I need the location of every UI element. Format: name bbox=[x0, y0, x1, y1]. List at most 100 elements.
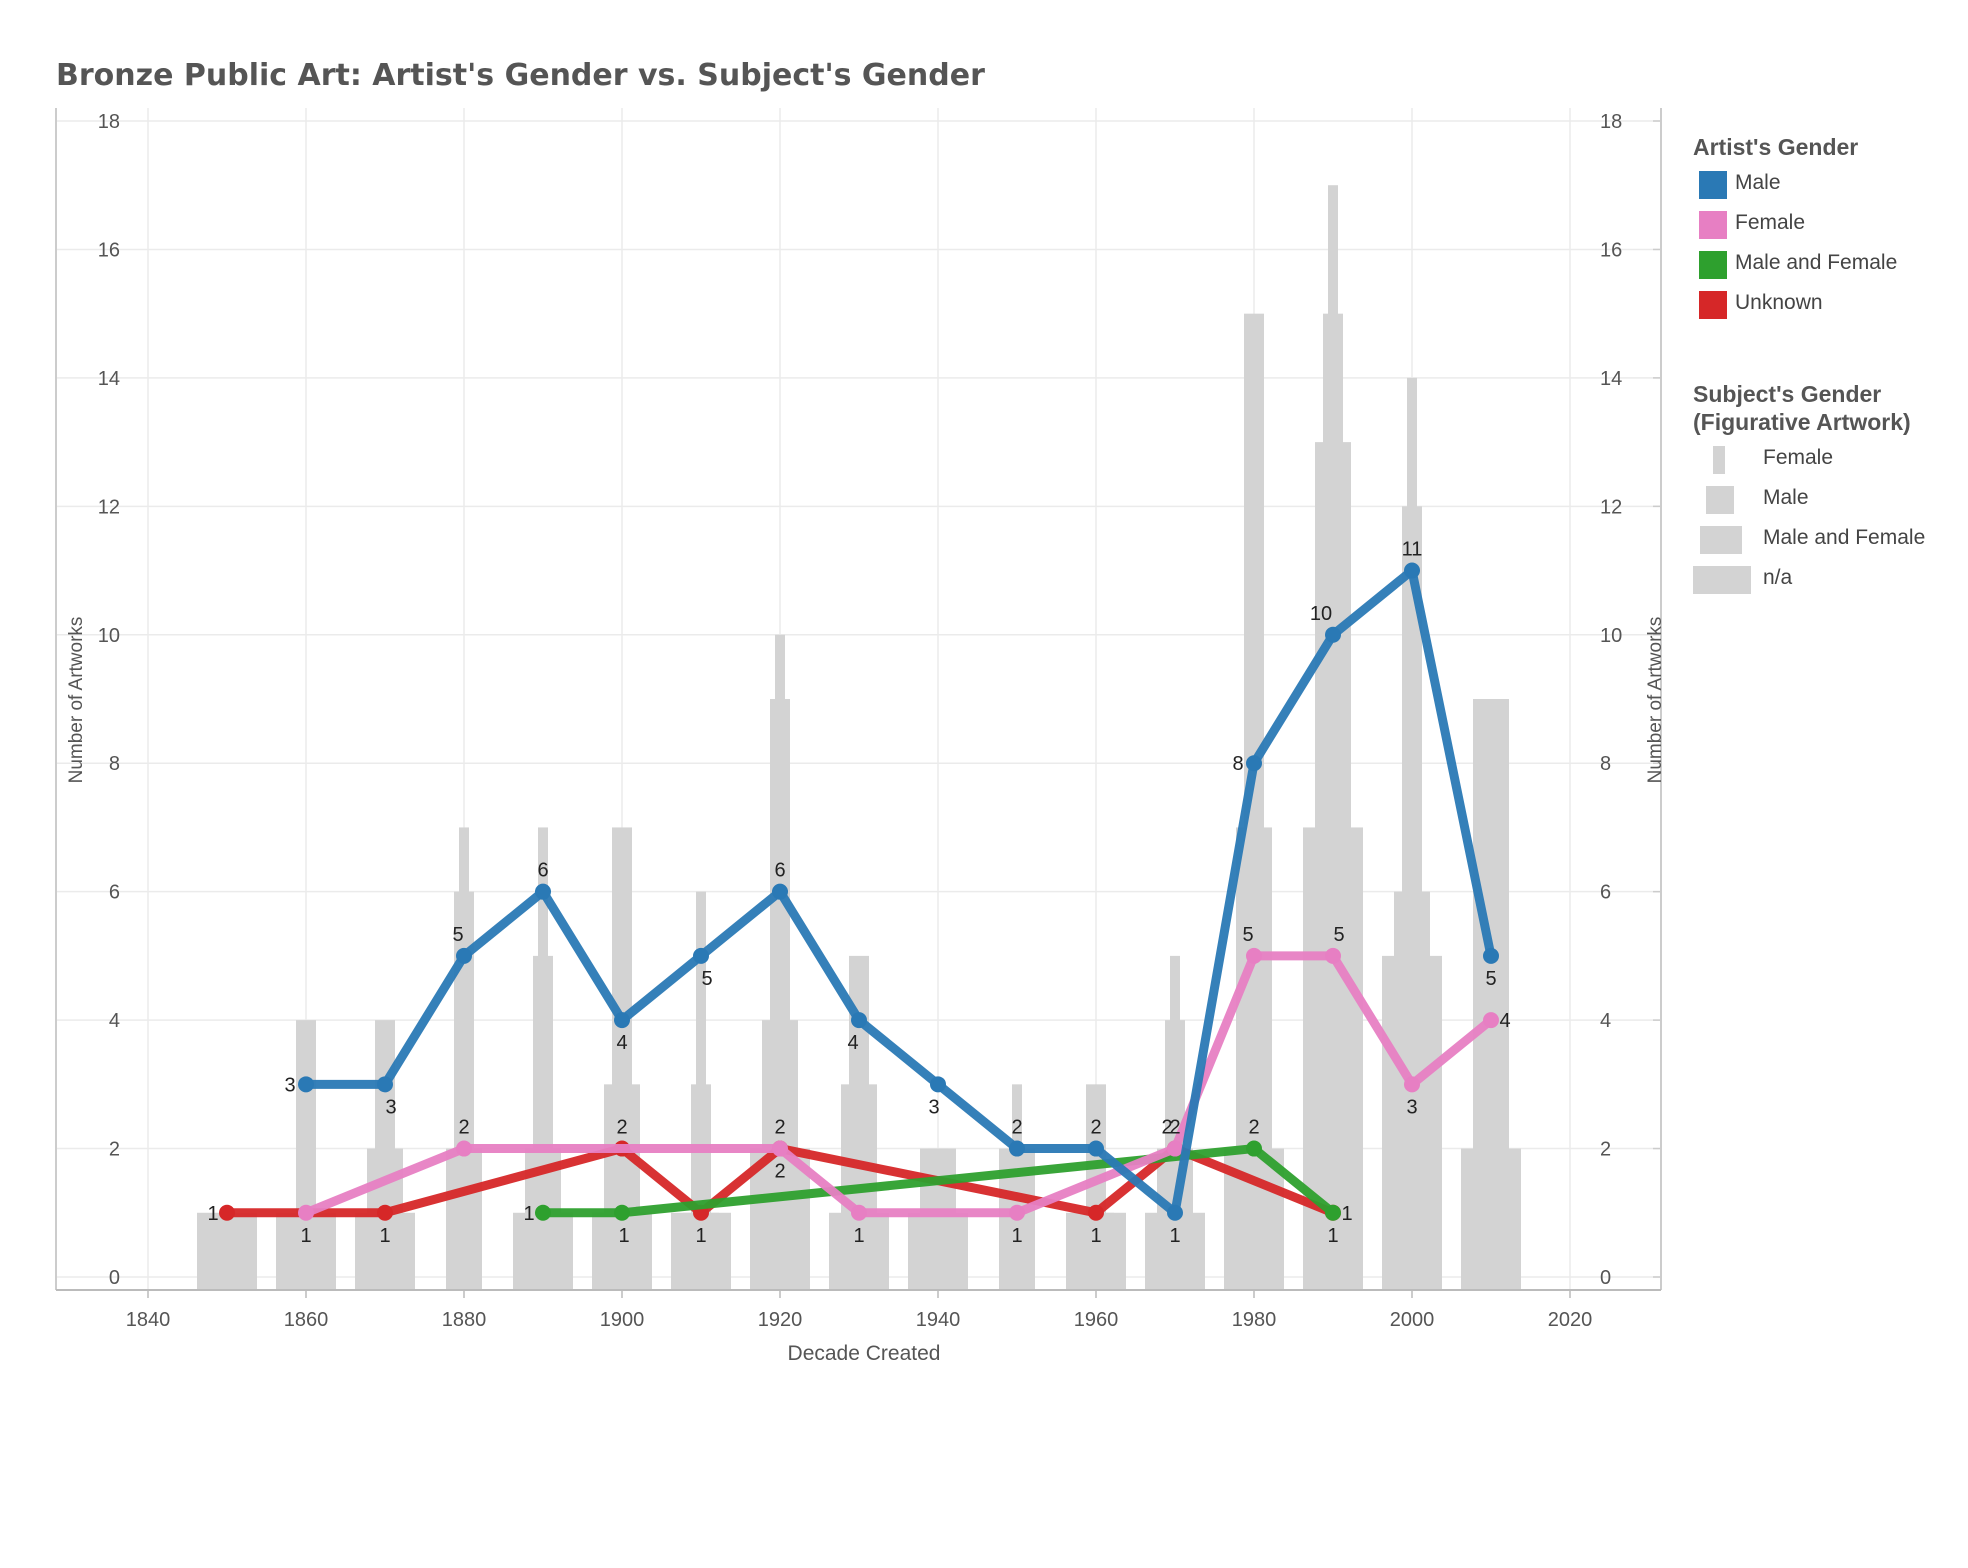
legend-item-subject-male-and-female[interactable]: Male and Female bbox=[1693, 518, 1963, 558]
data-label-unknown: 1 bbox=[1090, 1225, 1101, 1247]
point-male-and-female-1890 bbox=[535, 1204, 551, 1221]
legend-item-male[interactable]: Male bbox=[1693, 163, 1953, 203]
point-male-1870 bbox=[377, 1076, 393, 1093]
artist-gender-legend: Artist's Gender Male Female Male and Fem… bbox=[1693, 133, 1953, 323]
bar-male-1870 bbox=[375, 1020, 395, 1290]
x-tick-label: 1900 bbox=[600, 1309, 645, 1331]
point-female-1860 bbox=[298, 1204, 314, 1221]
data-label-male: 5 bbox=[1485, 968, 1496, 990]
legend-item-subject-na[interactable]: n/a bbox=[1693, 558, 1963, 598]
point-male-1960 bbox=[1088, 1140, 1104, 1157]
bar-male-1940 bbox=[928, 1148, 948, 1290]
point-female-1980 bbox=[1246, 947, 1262, 964]
point-male-2000 bbox=[1404, 562, 1420, 579]
y-tick-label-right: 12 bbox=[1600, 496, 1622, 518]
data-label-female: 5 bbox=[1242, 924, 1253, 946]
y-axis-title-right: Number of Artworks bbox=[1645, 617, 1666, 784]
legend-item-male-and-female[interactable]: Male and Female bbox=[1693, 243, 1953, 283]
bar-female-2000 bbox=[1407, 377, 1417, 1290]
point-male-1910 bbox=[693, 947, 709, 964]
point-male-1860 bbox=[298, 1076, 314, 1093]
subject-legend-title-line2: (Figurative Artwork) bbox=[1693, 409, 1911, 435]
data-label-female: 4 bbox=[1499, 1010, 1510, 1032]
data-label-male: 4 bbox=[616, 1032, 627, 1054]
legend-label: Male bbox=[1735, 171, 1781, 194]
data-label-unknown: 1 bbox=[379, 1225, 390, 1247]
data-label-male: 10 bbox=[1310, 603, 1332, 625]
data-label-female: 1 bbox=[1011, 1225, 1022, 1247]
point-female-2000 bbox=[1404, 1076, 1420, 1093]
data-label-female: 3 bbox=[1406, 1096, 1417, 1118]
y-tick-label-left: 10 bbox=[98, 625, 120, 647]
series-line-male-and-female bbox=[538, 1144, 1338, 1218]
y-tick-label-left: 8 bbox=[109, 753, 120, 775]
legend-item-subject-female[interactable]: Female bbox=[1693, 438, 1963, 478]
data-label-male: 6 bbox=[537, 860, 548, 882]
legend-item-unknown[interactable]: Unknown bbox=[1693, 283, 1953, 323]
bar-female-1970 bbox=[1170, 955, 1180, 1290]
point-male-1990 bbox=[1325, 626, 1341, 643]
bar-female-1910 bbox=[696, 891, 706, 1290]
data-label-male-and-female: 2 bbox=[1248, 1117, 1259, 1139]
point-male-1930 bbox=[851, 1012, 867, 1029]
data-label-unknown: 1 bbox=[695, 1225, 706, 1247]
point-male-1880 bbox=[456, 947, 472, 964]
bar-male-1900 bbox=[612, 827, 632, 1290]
artist-legend-title: Artist's Gender bbox=[1693, 134, 1859, 160]
bar-male-1860 bbox=[296, 1020, 316, 1290]
data-label-male: 6 bbox=[774, 860, 785, 882]
data-label-male: 3 bbox=[928, 1096, 939, 1118]
x-tick-label: 1840 bbox=[126, 1309, 171, 1331]
y-tick-label-left: 4 bbox=[109, 1010, 120, 1032]
point-female-1930 bbox=[851, 1204, 867, 1221]
data-label-unknown: 1 bbox=[1327, 1225, 1338, 1247]
legend-swatch-male bbox=[1699, 171, 1727, 199]
legend-label: Male and Female bbox=[1735, 251, 1898, 274]
data-label-male: 1 bbox=[1169, 1225, 1180, 1247]
legend-swatch-male-and-female bbox=[1699, 251, 1727, 279]
y-tick-label-right: 14 bbox=[1600, 368, 1622, 390]
point-male-2010 bbox=[1483, 947, 1499, 964]
data-label-male: 8 bbox=[1232, 753, 1243, 775]
bar-na-1850 bbox=[197, 1212, 257, 1290]
data-label-female: 2 bbox=[1161, 1117, 1172, 1139]
y-tick-label-right: 4 bbox=[1600, 1010, 1611, 1032]
point-male-1920 bbox=[772, 883, 788, 900]
bar-female-1950 bbox=[1012, 1084, 1022, 1290]
point-male-1890 bbox=[535, 883, 551, 900]
data-label-female: 2 bbox=[458, 1117, 469, 1139]
x-axis-title: Decade Created bbox=[788, 1342, 941, 1365]
x-tick-label: 1940 bbox=[916, 1309, 961, 1331]
subject-gender-legend: Subject's Gender (Figurative Artwork) Fe… bbox=[1693, 380, 1963, 598]
y-tick-label-left: 2 bbox=[109, 1139, 120, 1161]
legend-label: Female bbox=[1735, 211, 1806, 234]
series-line-female bbox=[301, 951, 1496, 1218]
x-tick-label: 1960 bbox=[1074, 1309, 1119, 1331]
point-female-1880 bbox=[456, 1140, 472, 1157]
data-label-female: 5 bbox=[1333, 924, 1344, 946]
bar-layer bbox=[197, 185, 1521, 1291]
data-label-female: 1 bbox=[300, 1225, 311, 1247]
point-male-1970 bbox=[1167, 1204, 1183, 1221]
point-unknown-1870 bbox=[377, 1204, 393, 1221]
bar-female-1990 bbox=[1328, 185, 1338, 1291]
x-tick-label: 2020 bbox=[1548, 1309, 1593, 1331]
subject-legend-title-line1: Subject's Gender bbox=[1693, 381, 1882, 407]
data-label-male: 4 bbox=[847, 1032, 858, 1054]
y-tick-label-left: 6 bbox=[109, 882, 120, 904]
point-male-1900 bbox=[614, 1012, 630, 1029]
y-tick-label-right: 16 bbox=[1600, 239, 1622, 261]
data-label-male: 3 bbox=[385, 1096, 396, 1118]
legend-item-subject-male[interactable]: Male bbox=[1693, 478, 1963, 518]
y-tick-label-right: 2 bbox=[1600, 1139, 1611, 1161]
point-female-1950 bbox=[1009, 1204, 1025, 1221]
bar-male-1960 bbox=[1086, 1084, 1106, 1290]
chart-title: Bronze Public Art: Artist's Gender vs. S… bbox=[56, 58, 985, 93]
legend-width-swatch-female bbox=[1713, 446, 1725, 474]
legend-item-female[interactable]: Female bbox=[1693, 203, 1953, 243]
data-label-male-and-female: 1 bbox=[1341, 1203, 1352, 1225]
y-tick-label-right: 18 bbox=[1600, 111, 1622, 133]
x-tick-label: 1980 bbox=[1232, 1309, 1277, 1331]
point-male-and-female-1900 bbox=[614, 1204, 630, 1221]
bar-female-1890 bbox=[538, 827, 548, 1290]
